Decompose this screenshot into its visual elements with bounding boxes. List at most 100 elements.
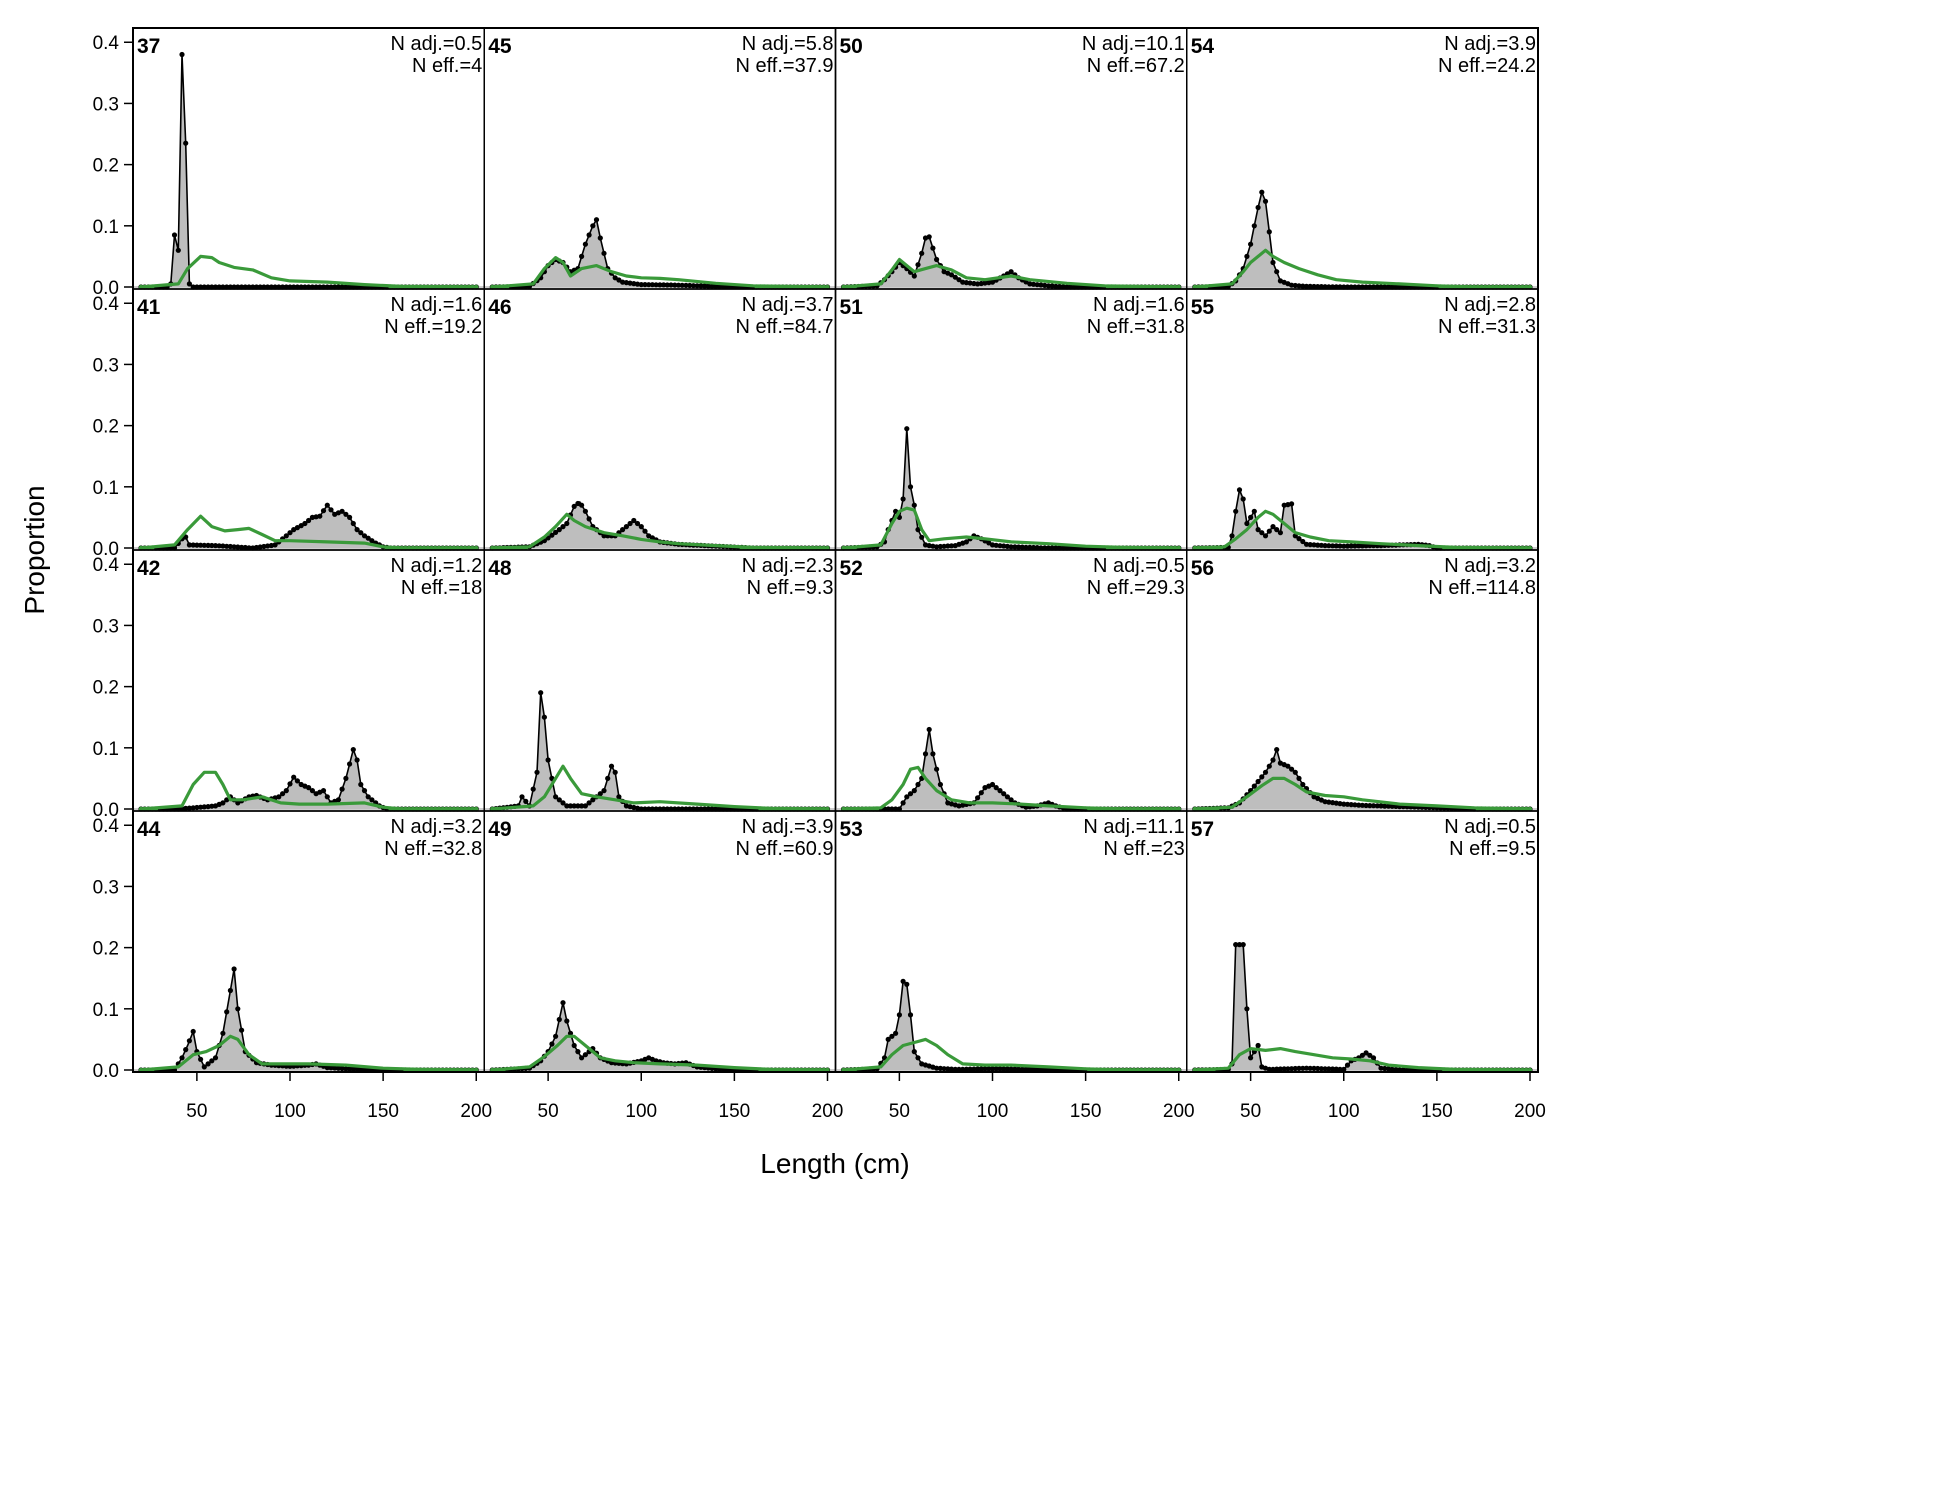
observed-point (1318, 1066, 1324, 1072)
observed-point (183, 1047, 189, 1053)
observed-point (201, 804, 207, 810)
panels-layer: 37 N adj.=0.5N eff.=441 N adj.=1.6N eff.=1… (132, 27, 1539, 1073)
expected-tail-point (1150, 806, 1155, 812)
observed-point (683, 282, 689, 288)
expected-tail-points (841, 545, 1182, 551)
expected-tail-point (780, 806, 785, 812)
expected-tail-point (871, 806, 876, 812)
expected-tail-point (504, 545, 510, 551)
observed-point (1259, 189, 1265, 195)
expected-tail-point (1483, 806, 1488, 812)
panel-id-label: 52 (840, 557, 863, 580)
expected-line (843, 765, 1179, 811)
expected-tail-point (795, 806, 800, 812)
observed-point (212, 1055, 219, 1061)
observed-point (1266, 1066, 1272, 1072)
expected-tail-point (1479, 545, 1484, 551)
expected-tail-point (1520, 284, 1525, 290)
expected-tail-point (1113, 545, 1118, 551)
observed-point (586, 232, 592, 238)
expected-tail-point (1453, 545, 1458, 551)
expected-tail-point (1113, 806, 1118, 812)
observed-point (1248, 241, 1254, 247)
observed-point (564, 1018, 570, 1024)
panel-55: 55 N adj.=2.8N eff.=31.3 (1186, 288, 1539, 551)
expected-tail-point (1207, 806, 1212, 812)
expected-tail-point (754, 545, 759, 551)
expected-tail-point (1157, 806, 1163, 812)
observed-area (141, 969, 477, 1070)
observed-point (601, 788, 607, 794)
observed-point (922, 751, 929, 757)
expected-tail-point (1498, 284, 1503, 290)
expected-tail-point (1501, 806, 1507, 812)
observed-point (179, 51, 185, 58)
observed-point (1341, 543, 1347, 549)
expected-tail-point (762, 284, 767, 290)
observed-point (675, 282, 682, 288)
observed-point (694, 283, 700, 289)
observed-point (967, 280, 973, 286)
observed-point (179, 1055, 185, 1061)
expected-tail-point (1527, 545, 1533, 551)
observed-area (141, 54, 477, 287)
expected-tail-point (1128, 284, 1133, 290)
observed-point (560, 524, 566, 530)
observed-area (843, 428, 1179, 548)
observed-point (1016, 1066, 1022, 1072)
expected-tail-point (791, 284, 797, 290)
expected-tail-point (470, 284, 475, 290)
expected-tail-point (436, 806, 442, 812)
panel-id-label: 41 (137, 296, 161, 319)
expected-tail-point (874, 806, 880, 812)
observed-point (664, 282, 670, 288)
observed-point (523, 798, 529, 805)
expected-tail-point (448, 284, 453, 290)
expected-tail-point (1150, 545, 1155, 551)
observed-point (926, 234, 932, 240)
observed-point (1016, 544, 1022, 550)
observed-point (904, 426, 910, 432)
expected-line (492, 256, 828, 289)
expected-tail-point (150, 284, 155, 290)
x-tick-label: 200 (1163, 1101, 1195, 1122)
observed-point (328, 507, 334, 513)
expected-tail-point (414, 545, 419, 551)
observed-point (564, 803, 570, 809)
x-tick-label: 200 (460, 1101, 492, 1122)
observed-point (347, 514, 353, 521)
expected-tail-point (1131, 806, 1137, 812)
observed-point (1289, 766, 1295, 772)
panel-id-label: 44 (137, 818, 161, 841)
panel-52: 52 N adj.=0.5N eff.=29.3 (834, 549, 1188, 812)
expected-tail-point (1509, 284, 1514, 290)
observed-point (567, 1030, 574, 1036)
observed-point (553, 1033, 559, 1039)
observed-point (186, 805, 192, 811)
expected-tail-point (1486, 545, 1492, 551)
expected-tail-point (1498, 806, 1503, 812)
observed-point (1303, 283, 1310, 289)
expected-tail-point (1154, 806, 1159, 812)
expected-tail-point (436, 545, 442, 551)
n-adj-label: N adj.=2.3 (742, 555, 834, 577)
observed-point (272, 542, 278, 548)
observed-point (183, 140, 189, 146)
expected-tail-point (1505, 545, 1510, 551)
observed-point (934, 256, 940, 263)
expected-tail-point (1143, 545, 1148, 551)
expected-tail-point (421, 806, 427, 812)
panel-49: 49 N adj.=3.9N eff.=60.9 (483, 810, 837, 1073)
expected-tail-point (146, 284, 151, 290)
observed-point (1326, 543, 1332, 549)
expected-tail-point (501, 545, 506, 551)
y-tick-label: 0.0 (93, 539, 119, 560)
observed-point (1255, 204, 1261, 211)
expected-tail-point (1483, 284, 1488, 290)
expected-tail-point (1512, 806, 1518, 812)
expected-tail-point (399, 806, 404, 812)
observed-point (1370, 803, 1377, 809)
observed-point (1363, 543, 1369, 549)
observed-point (320, 508, 327, 514)
y-tick-label: 0.4 (93, 294, 120, 315)
